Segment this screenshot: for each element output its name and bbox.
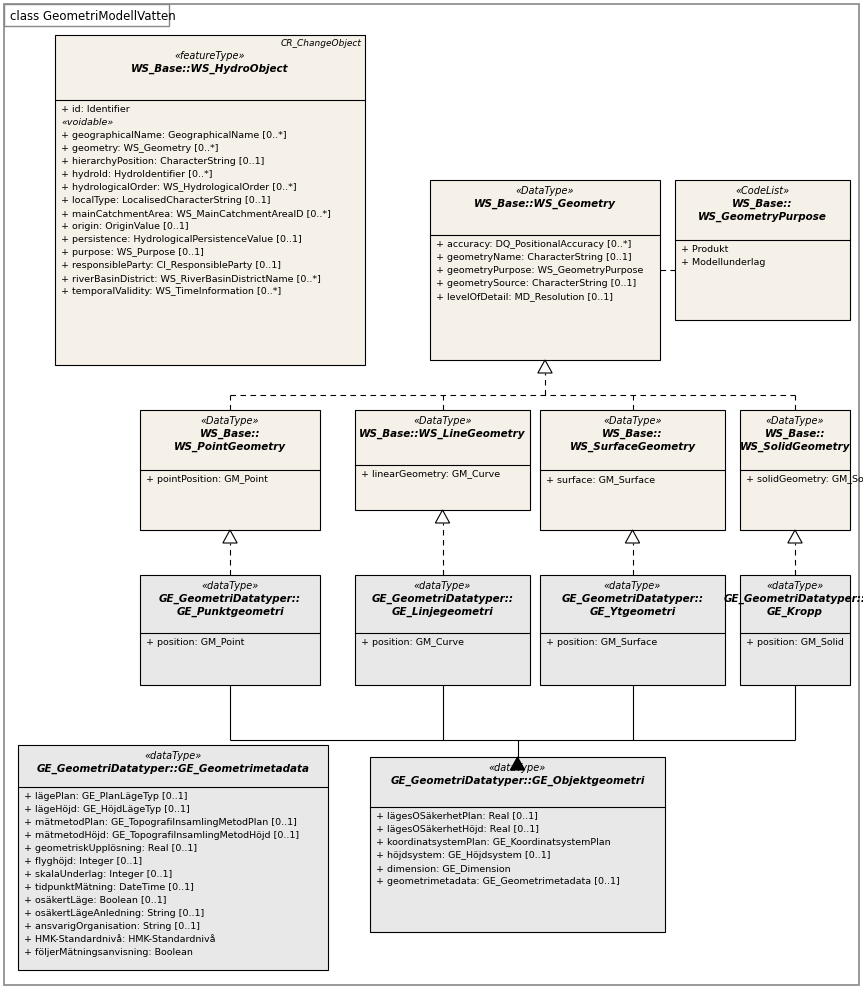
Text: «dataType»: «dataType» xyxy=(604,581,661,591)
Text: + osäkertLäge: Boolean [0..1]: + osäkertLäge: Boolean [0..1] xyxy=(24,896,167,905)
Text: + accuracy: DQ_PositionalAccuracy [0..*]: + accuracy: DQ_PositionalAccuracy [0..*] xyxy=(436,240,632,249)
Text: «CodeList»: «CodeList» xyxy=(735,186,790,196)
Polygon shape xyxy=(510,757,525,770)
Text: + lägesOSäkerhetPlan: Real [0..1]: + lägesOSäkerhetPlan: Real [0..1] xyxy=(376,812,538,821)
Text: + HMK-Standardnivå: HMK-Standardnivå: + HMK-Standardnivå: HMK-Standardnivå xyxy=(24,935,216,944)
Text: «DataType»: «DataType» xyxy=(603,416,662,426)
Text: WS_Base::WS_Geometry: WS_Base::WS_Geometry xyxy=(474,199,616,210)
Text: + mätmetodHöjd: GE_TopografiInsamlingMetodHöjd [0..1]: + mätmetodHöjd: GE_TopografiInsamlingMet… xyxy=(24,831,299,840)
Text: + flyghöjd: Integer [0..1]: + flyghöjd: Integer [0..1] xyxy=(24,857,142,866)
Bar xyxy=(540,410,725,530)
Text: + pointPosition: GM_Point: + pointPosition: GM_Point xyxy=(146,475,268,484)
Text: + geometry: WS_Geometry [0..*]: + geometry: WS_Geometry [0..*] xyxy=(61,144,218,153)
Text: GE_GeometriDatatyper::GE_Objektgeometri: GE_GeometriDatatyper::GE_Objektgeometri xyxy=(390,776,645,786)
Bar xyxy=(355,410,530,510)
Text: GE_GeometriDatatyper::
GE_Punktgeometri: GE_GeometriDatatyper:: GE_Punktgeometri xyxy=(159,594,301,617)
Text: + lägePlan: GE_PlanLägeTyp [0..1]: + lägePlan: GE_PlanLägeTyp [0..1] xyxy=(24,792,187,801)
Text: + position: GM_Solid: + position: GM_Solid xyxy=(746,638,844,647)
Text: + origin: OriginValue [0..1]: + origin: OriginValue [0..1] xyxy=(61,222,189,231)
Text: WS_Base::
WS_GeometryPurpose: WS_Base:: WS_GeometryPurpose xyxy=(698,199,827,222)
Text: + position: GM_Surface: + position: GM_Surface xyxy=(546,638,658,647)
Text: + följerMätningsanvisning: Boolean: + följerMätningsanvisning: Boolean xyxy=(24,948,192,957)
Bar xyxy=(740,410,850,530)
Text: WS_Base::WS_HydroObject: WS_Base::WS_HydroObject xyxy=(131,64,289,74)
Text: + osäkertLägeAnledning: String [0..1]: + osäkertLägeAnledning: String [0..1] xyxy=(24,909,205,918)
Text: «voidable»: «voidable» xyxy=(61,118,113,127)
Text: «dataType»: «dataType» xyxy=(414,581,471,591)
Text: GE_GeometriDatatyper::
GE_Ytgeometri: GE_GeometriDatatyper:: GE_Ytgeometri xyxy=(562,594,703,617)
Bar xyxy=(4,4,169,26)
Bar xyxy=(55,35,365,365)
Bar xyxy=(430,180,660,360)
Text: + mainCatchmentArea: WS_MainCatchmentAreaID [0..*]: + mainCatchmentArea: WS_MainCatchmentAre… xyxy=(61,209,331,218)
Text: «DataType»: «DataType» xyxy=(516,186,574,196)
Text: GE_GeometriDatatyper::
GE_Linjegeometri: GE_GeometriDatatyper:: GE_Linjegeometri xyxy=(371,594,513,617)
Text: + id: Identifier: + id: Identifier xyxy=(61,105,129,114)
Text: + geometryName: CharacterString [0..1]: + geometryName: CharacterString [0..1] xyxy=(436,253,632,262)
Bar xyxy=(370,757,665,932)
Bar xyxy=(540,575,725,685)
Text: + ansvarigOrganisation: String [0..1]: + ansvarigOrganisation: String [0..1] xyxy=(24,922,200,931)
Text: WS_Base::
WS_SurfaceGeometry: WS_Base:: WS_SurfaceGeometry xyxy=(570,429,696,452)
Text: «DataType»: «DataType» xyxy=(413,416,472,426)
Text: «dataType»: «dataType» xyxy=(488,763,546,773)
Text: «dataType»: «dataType» xyxy=(766,581,823,591)
Text: + geographicalName: GeographicalName [0..*]: + geographicalName: GeographicalName [0.… xyxy=(61,131,287,140)
Text: + hydroId: HydroIdentifier [0..*]: + hydroId: HydroIdentifier [0..*] xyxy=(61,170,212,179)
Text: + purpose: WS_Purpose [0..1]: + purpose: WS_Purpose [0..1] xyxy=(61,248,204,257)
Text: WS_Base::
WS_SolidGeometry: WS_Base:: WS_SolidGeometry xyxy=(740,429,850,452)
Text: + hierarchyPosition: CharacterString [0..1]: + hierarchyPosition: CharacterString [0.… xyxy=(61,157,264,166)
Text: GE_GeometriDatatyper::GE_Geometrimetadata: GE_GeometriDatatyper::GE_Geometrimetadat… xyxy=(36,764,310,774)
Text: + geometrimetadata: GE_Geometrimetadata [0..1]: + geometrimetadata: GE_Geometrimetadata … xyxy=(376,877,620,886)
Text: + linearGeometry: GM_Curve: + linearGeometry: GM_Curve xyxy=(361,470,501,479)
Text: + skalaUnderlag: Integer [0..1]: + skalaUnderlag: Integer [0..1] xyxy=(24,870,173,879)
Text: + mätmetodPlan: GE_TopografiInsamlingMetodPlan [0..1]: + mätmetodPlan: GE_TopografiInsamlingMet… xyxy=(24,818,297,827)
Text: + levelOfDetail: MD_Resolution [0..1]: + levelOfDetail: MD_Resolution [0..1] xyxy=(436,292,613,301)
Text: «featureType»: «featureType» xyxy=(174,51,245,61)
Text: «dataType»: «dataType» xyxy=(144,751,202,761)
Bar xyxy=(140,575,320,685)
Text: + geometriskUpplösning: Real [0..1]: + geometriskUpplösning: Real [0..1] xyxy=(24,844,197,853)
Text: «dataType»: «dataType» xyxy=(201,581,259,591)
Text: GE_GeometriDatatyper::
GE_Kropp: GE_GeometriDatatyper:: GE_Kropp xyxy=(724,594,863,617)
Bar xyxy=(675,180,850,320)
Text: CR_ChangeObject: CR_ChangeObject xyxy=(280,39,361,48)
Text: + responsibleParty: CI_ResponsibleParty [0..1]: + responsibleParty: CI_ResponsibleParty … xyxy=(61,261,281,270)
Text: class GeometriModellVatten: class GeometriModellVatten xyxy=(10,11,176,24)
Bar xyxy=(740,575,850,685)
Text: + position: GM_Curve: + position: GM_Curve xyxy=(361,638,464,647)
Bar xyxy=(140,410,320,530)
Text: WS_Base::
WS_PointGeometry: WS_Base:: WS_PointGeometry xyxy=(174,429,286,452)
Text: + dimension: GE_Dimension: + dimension: GE_Dimension xyxy=(376,864,511,873)
Text: + persistence: HydrologicalPersistenceValue [0..1]: + persistence: HydrologicalPersistenceVa… xyxy=(61,235,302,244)
Text: + localType: LocalisedCharacterString [0..1]: + localType: LocalisedCharacterString [0… xyxy=(61,196,270,205)
Text: + höjdsystem: GE_Höjdsystem [0..1]: + höjdsystem: GE_Höjdsystem [0..1] xyxy=(376,851,551,860)
Text: + geometrySource: CharacterString [0..1]: + geometrySource: CharacterString [0..1] xyxy=(436,279,636,288)
Bar xyxy=(355,575,530,685)
Text: WS_Base::WS_LineGeometry: WS_Base::WS_LineGeometry xyxy=(359,429,526,439)
Text: + temporalValidity: WS_TimeInformation [0..*]: + temporalValidity: WS_TimeInformation [… xyxy=(61,287,281,296)
Text: + geometryPurpose: WS_GeometryPurpose: + geometryPurpose: WS_GeometryPurpose xyxy=(436,266,644,275)
Text: + riverBasinDistrict: WS_RiverBasinDistrictName [0..*]: + riverBasinDistrict: WS_RiverBasinDistr… xyxy=(61,274,321,283)
Bar xyxy=(18,745,328,970)
Text: «DataType»: «DataType» xyxy=(765,416,824,426)
Text: + solidGeometry: GM_Solid: + solidGeometry: GM_Solid xyxy=(746,475,863,484)
Text: + lägeHöjd: GE_HöjdLägeTyp [0..1]: + lägeHöjd: GE_HöjdLägeTyp [0..1] xyxy=(24,805,190,814)
Text: + surface: GM_Surface: + surface: GM_Surface xyxy=(546,475,655,484)
Text: + Modellunderlag: + Modellunderlag xyxy=(681,258,765,267)
Text: + lägesOSäkerhetHöjd: Real [0..1]: + lägesOSäkerhetHöjd: Real [0..1] xyxy=(376,825,539,834)
Text: «DataType»: «DataType» xyxy=(201,416,259,426)
Text: + hydrologicalOrder: WS_HydrologicalOrder [0..*]: + hydrologicalOrder: WS_HydrologicalOrde… xyxy=(61,183,297,192)
Text: + position: GM_Point: + position: GM_Point xyxy=(146,638,244,647)
Text: + koordinatsystemPlan: GE_KoordinatsystemPlan: + koordinatsystemPlan: GE_Koordinatsyste… xyxy=(376,838,611,847)
Text: + Produkt: + Produkt xyxy=(681,245,728,254)
Text: + tidpunktMätning: DateTime [0..1]: + tidpunktMätning: DateTime [0..1] xyxy=(24,883,194,892)
